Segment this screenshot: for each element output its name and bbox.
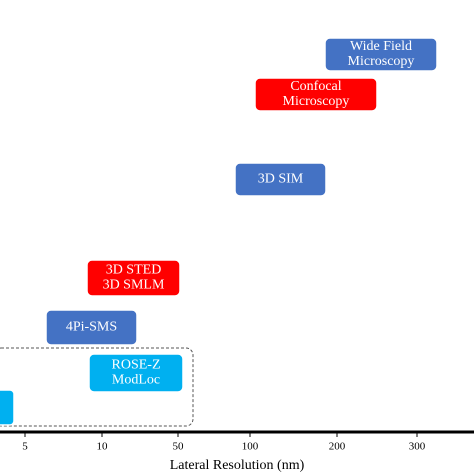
- node-box: [86, 259, 181, 297]
- tick-label: 10: [97, 441, 109, 453]
- node-box: [254, 77, 378, 112]
- partial-box: [0, 389, 15, 426]
- tick-label: 300: [409, 441, 426, 453]
- node-label: 3D STED: [106, 263, 162, 278]
- node-box: [45, 309, 138, 346]
- node-label: 3D SIM: [258, 172, 304, 187]
- node-box: [234, 162, 327, 197]
- node-label: ROSE-Z: [112, 358, 161, 373]
- group-outline: [0, 347, 194, 427]
- tick-label: 100: [242, 441, 259, 453]
- tick-label: 50: [173, 441, 185, 453]
- node-label: Confocal: [290, 79, 341, 94]
- tick-label: 5: [22, 441, 28, 453]
- node-box: [88, 353, 184, 393]
- tick-label: 200: [329, 441, 346, 453]
- node-box: [324, 37, 438, 72]
- node-label: 4Pi-SMS: [66, 320, 117, 335]
- axis-title: Lateral Resolution (nm): [170, 458, 305, 473]
- node-label: 3D SMLM: [103, 278, 165, 293]
- node-label: Microscopy: [348, 54, 415, 69]
- node-label: Wide Field: [350, 39, 412, 54]
- node-label: Microscopy: [283, 94, 350, 109]
- node-label: ModLoc: [112, 373, 160, 388]
